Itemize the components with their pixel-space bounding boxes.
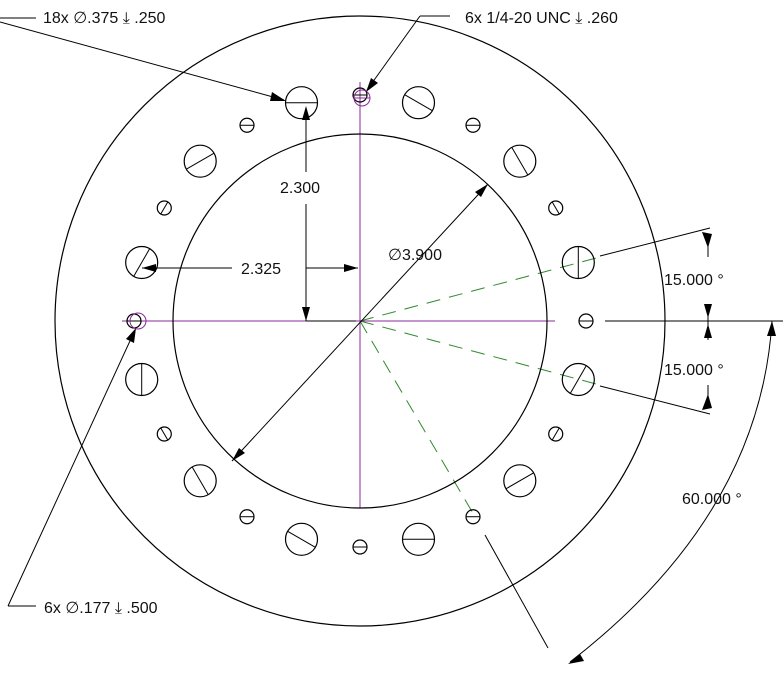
center-lines <box>122 82 555 508</box>
hole-pattern <box>125 86 595 556</box>
hole-375-mark <box>404 94 433 112</box>
dimension-bore-diameter: ∅3.900 <box>231 183 489 462</box>
dimension-angle-15: 15.000 ° 15.000 ° <box>599 227 783 415</box>
hole-177-mark <box>160 201 169 215</box>
dimension-vertical-2300: 2.300 <box>280 106 356 322</box>
hole-375-mark <box>186 152 215 170</box>
hole-177 <box>548 200 564 216</box>
bore-diameter <box>172 133 548 509</box>
hole-177-highlight <box>129 312 147 330</box>
hole-375 <box>183 464 217 498</box>
construction-line-upper <box>359 256 601 322</box>
hole-375 <box>503 464 537 498</box>
hole-375-mark <box>511 147 529 176</box>
hole-375 <box>503 144 537 178</box>
dimension-angle-60: 60.000 ° <box>484 320 783 664</box>
hole-177 <box>156 426 172 442</box>
angle-span-label: 60.000 ° <box>682 491 742 508</box>
hole-177 <box>156 200 172 216</box>
hole-375 <box>401 86 436 120</box>
construction-line-lower <box>359 320 601 386</box>
hole-375-mark <box>287 530 316 548</box>
dimension-horizontal-2325: 2.325 <box>142 261 358 278</box>
callout-177-label: 6x ∅.177 ⤓ .500 <box>44 600 158 617</box>
dimension-horizontal-label: 2.325 <box>241 261 281 278</box>
callout-375-label: 18x ∅.375 ⤓ .250 <box>43 10 166 27</box>
hole-375 <box>125 245 159 280</box>
bore-diameter-label: ∅3.900 <box>388 247 442 264</box>
angle-upper-label: 15.000 ° <box>664 272 724 289</box>
hole-177-mark <box>551 427 560 441</box>
hole-375-mark <box>569 365 587 394</box>
callout-tapped-label: 6x 1/4-20 UNC ⤓ .260 <box>465 10 618 27</box>
callout-375-holes: 18x ∅.375 ⤓ .250 <box>0 10 286 101</box>
callout-tapped-holes: 6x 1/4-20 UNC ⤓ .260 <box>366 10 618 92</box>
hole-375 <box>284 522 319 556</box>
hole-177 <box>548 426 564 442</box>
construction-line-60 <box>359 320 475 516</box>
dimension-vertical-label: 2.300 <box>280 180 320 197</box>
hole-177-mark <box>160 427 169 441</box>
callout-177-holes: 6x ∅.177 ⤓ .500 <box>7 328 158 617</box>
hole-177-mark <box>551 201 560 215</box>
hole-375 <box>183 144 217 178</box>
angle-lower-label: 15.000 ° <box>664 362 724 379</box>
hole-375 <box>561 362 595 397</box>
hole-375-mark <box>191 466 209 495</box>
hole-375-mark <box>505 472 534 490</box>
hole-375-mark <box>133 248 151 277</box>
